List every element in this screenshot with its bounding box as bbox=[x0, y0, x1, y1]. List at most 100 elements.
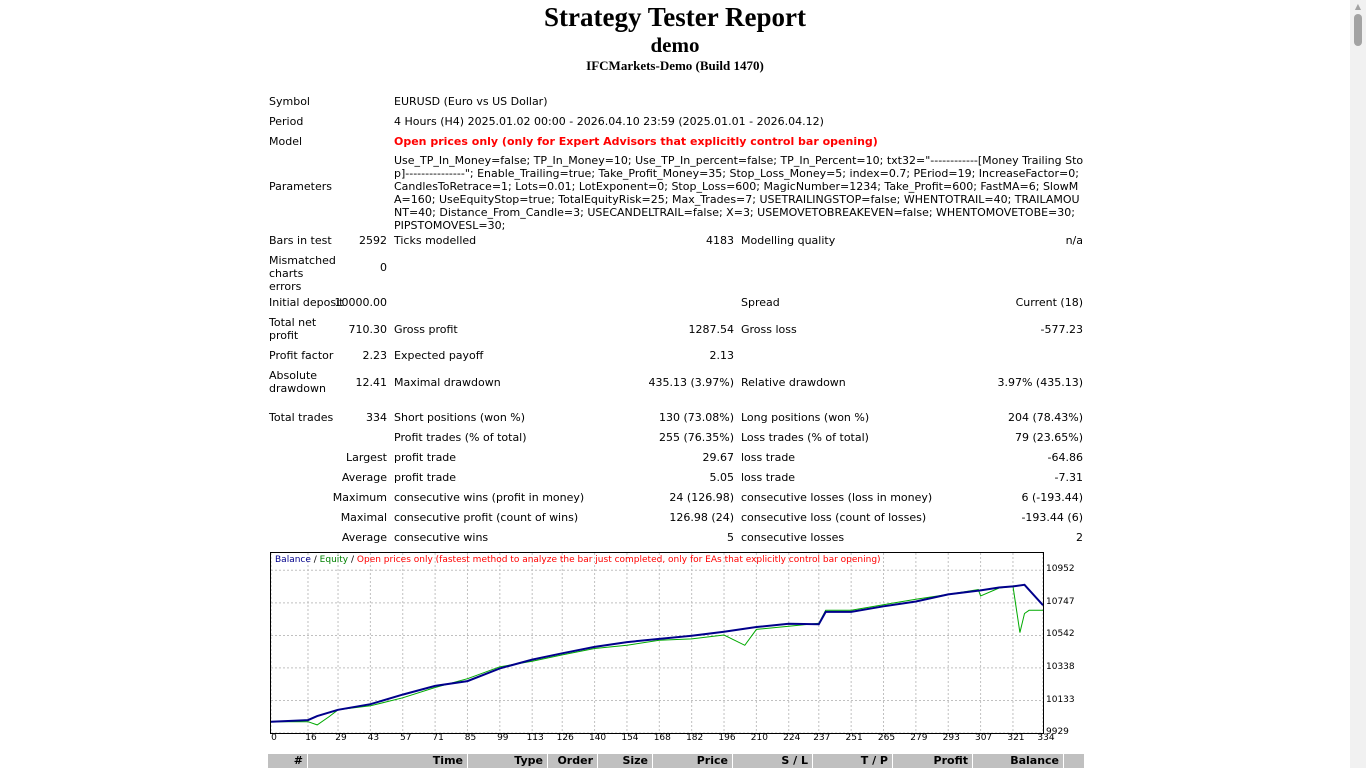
trades-row: Total trades 334 Short positions (won %)… bbox=[269, 408, 1083, 428]
acw-label: consecutive wins bbox=[394, 531, 489, 544]
x-tick-label: 140 bbox=[588, 733, 607, 743]
lpt-label: profit trade bbox=[394, 451, 457, 464]
largest-row: Largest profit trade 29.67 loss trade -6… bbox=[269, 448, 1083, 468]
long-value: 204 (78.43%) bbox=[1007, 411, 1083, 424]
y-tick-label: 10338 bbox=[1046, 661, 1075, 672]
x-tick-label: 154 bbox=[621, 733, 639, 743]
x-tick-label: 334 bbox=[1037, 733, 1055, 743]
parameters-value: Use_TP_In_Money=false; TP_In_Money=10; U… bbox=[394, 154, 1084, 232]
spread-value: Current (18) bbox=[1015, 296, 1083, 309]
legend-model: Open prices only (fastest method to anal… bbox=[356, 555, 881, 565]
scroll-up-arrow-icon[interactable]: ▲ bbox=[1354, 2, 1362, 11]
apt-label: profit trade bbox=[394, 471, 457, 484]
mismatch-value: 0 bbox=[380, 261, 387, 274]
x-tick-label: 126 bbox=[556, 733, 574, 743]
maximum-row: Maximum consecutive wins (profit in mone… bbox=[269, 488, 1083, 508]
grossprofit-label: Gross profit bbox=[394, 323, 458, 336]
deposit-value: 10000.00 bbox=[334, 296, 388, 309]
short-value: 130 (73.08%) bbox=[658, 411, 734, 424]
scroll-thumb[interactable] bbox=[1354, 14, 1362, 46]
period-value: 4 Hours (H4) 2025.01.02 00:00 - 2026.04.… bbox=[394, 115, 824, 128]
x-tick-label: 85 bbox=[464, 733, 477, 743]
apt-value: 5.05 bbox=[709, 471, 735, 484]
parameters-label: Parameters bbox=[269, 180, 332, 193]
mcw-label: consecutive wins (profit in money) bbox=[394, 491, 585, 504]
x-tick-label: 265 bbox=[877, 733, 896, 743]
symbol-row: Symbol EURUSD (Euro vs US Dollar) bbox=[269, 92, 1083, 112]
netprofit-value: 710.30 bbox=[348, 323, 388, 336]
maxdd-value: 435.13 (3.97%) bbox=[648, 376, 734, 389]
model-value: Open prices only (only for Expert Adviso… bbox=[394, 135, 878, 148]
bars-row: Bars in test 2592 Ticks modelled 4183 Mo… bbox=[269, 231, 1083, 251]
x-tick-label: 321 bbox=[1007, 733, 1025, 743]
period-label: Period bbox=[269, 115, 304, 128]
short-label: Short positions (won %) bbox=[394, 411, 526, 424]
long-label: Long positions (won %) bbox=[741, 411, 870, 424]
maximal-row: Maximal consecutive profit (count of win… bbox=[269, 508, 1083, 528]
mismatch-row: Mismatched charts errors 0 bbox=[269, 251, 1083, 293]
ticks-value: 4183 bbox=[706, 234, 734, 247]
report-subtitle: demo bbox=[650, 33, 700, 57]
mcp-label: consecutive profit (count of wins) bbox=[394, 511, 579, 524]
x-tick-label: 43 bbox=[367, 733, 380, 743]
vertical-scrollbar[interactable]: ▲ bbox=[1350, 0, 1366, 768]
payoff-value: 2.13 bbox=[709, 349, 735, 362]
mcl-value: 6 (-193.44) bbox=[1021, 491, 1083, 504]
reldd-label: Relative drawdown bbox=[741, 376, 846, 389]
bars-value: 2592 bbox=[359, 234, 387, 247]
pf-label: Profit factor bbox=[269, 349, 334, 362]
reldd-value: 3.97% (435.13) bbox=[997, 376, 1083, 389]
table-header-cell: Type bbox=[468, 754, 548, 768]
deposit-row: Initial deposit 10000.00 Spread Current … bbox=[269, 293, 1083, 313]
alt-value: -7.31 bbox=[1054, 471, 1083, 484]
acl-label: consecutive losses bbox=[741, 531, 845, 544]
x-tick-label: 16 bbox=[305, 733, 317, 743]
table-header-cell: Balance bbox=[973, 754, 1064, 768]
spread-label: Spread bbox=[741, 296, 780, 309]
y-tick-label: 10542 bbox=[1046, 629, 1075, 640]
ptrades-row: Profit trades (% of total) 255 (76.35%) … bbox=[269, 428, 1083, 448]
x-tick-label: 99 bbox=[497, 733, 509, 743]
report-title: Strategy Tester Report bbox=[544, 2, 806, 32]
mclc-label: consecutive loss (count of losses) bbox=[741, 511, 927, 524]
ptrades-label: Profit trades (% of total) bbox=[394, 431, 527, 444]
ltrades-value: 79 (23.65%) bbox=[1014, 431, 1083, 444]
server-name: IFCMarkets-Demo (Build 1470) bbox=[586, 58, 764, 73]
alt-label: loss trade bbox=[741, 471, 796, 484]
balance-line bbox=[271, 583, 1043, 723]
pf-row: Profit factor 2.23 Expected payoff 2.13 bbox=[269, 346, 1083, 366]
largest-label: Largest bbox=[346, 451, 387, 464]
x-tick-label: 293 bbox=[942, 733, 960, 743]
ticks-label: Ticks modelled bbox=[394, 234, 477, 247]
average-row: Average profit trade 5.05 loss trade -7.… bbox=[269, 468, 1083, 488]
report-header: Strategy Tester Report demo IFCMarkets-D… bbox=[0, 0, 1350, 75]
symbol-value: EURUSD (Euro vs US Dollar) bbox=[394, 95, 548, 108]
mclc-value: -193.44 (6) bbox=[1021, 511, 1083, 524]
pf-value: 2.23 bbox=[362, 349, 388, 362]
x-tick-label: 168 bbox=[653, 733, 671, 743]
table-header-cell: # bbox=[268, 754, 308, 768]
x-tick-label: 113 bbox=[526, 733, 544, 743]
chart-legend: Balance / Equity / Open prices only (fas… bbox=[275, 555, 881, 565]
trades-value: 334 bbox=[366, 411, 387, 424]
symbol-label: Symbol bbox=[269, 95, 310, 108]
x-tick-label: 57 bbox=[400, 733, 412, 743]
acl-value: 2 bbox=[1076, 531, 1083, 544]
table-header-cell: Size bbox=[598, 754, 653, 768]
y-tick-label: 9929 bbox=[1046, 727, 1069, 737]
table-header-cell: T / P bbox=[813, 754, 893, 768]
quality-value: n/a bbox=[1065, 234, 1083, 247]
legend-balance: Balance bbox=[275, 555, 311, 565]
ptrades-value: 255 (76.35%) bbox=[658, 431, 734, 444]
legend-separator-1: / bbox=[310, 555, 320, 565]
x-tick-label: 279 bbox=[910, 733, 928, 743]
y-tick-label: 10747 bbox=[1046, 596, 1075, 607]
deposit-label: Initial deposit bbox=[269, 296, 344, 309]
balance-chart: Balance / Equity / Open prices only (fas… bbox=[270, 552, 1044, 734]
llt-value: -64.86 bbox=[1047, 451, 1083, 464]
acw-value: 5 bbox=[727, 531, 734, 544]
x-tick-label: 237 bbox=[813, 733, 831, 743]
maxdd-label: Maximal drawdown bbox=[394, 376, 501, 389]
mismatch-label: Mismatched charts errors bbox=[269, 254, 336, 293]
